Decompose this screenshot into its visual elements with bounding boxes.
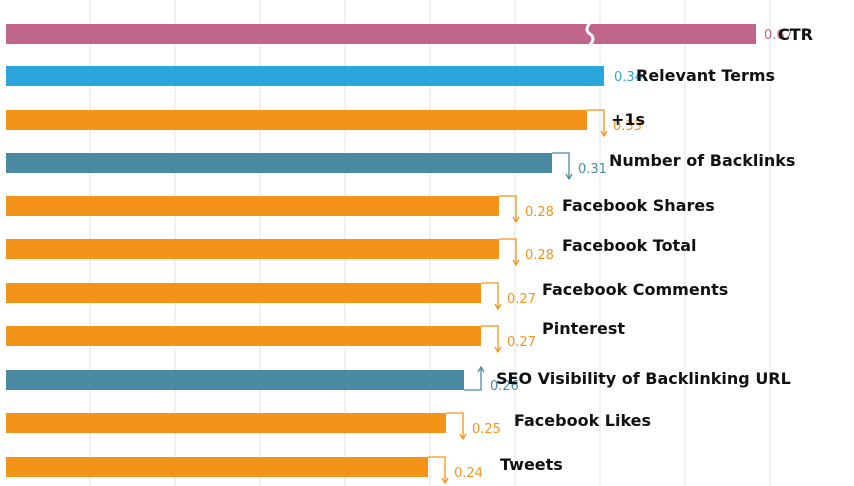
trend-connector <box>481 325 499 351</box>
trend-connector <box>552 152 570 178</box>
bar-row: 0.27 Pinterest <box>6 319 625 354</box>
bar-row: 0.31 Number of Backlinks <box>6 151 795 181</box>
trend-connector <box>587 109 605 135</box>
trend-connector <box>499 195 517 221</box>
category-label: Facebook Comments <box>542 280 728 299</box>
trend-down-arrow <box>565 173 573 181</box>
bar-row: 0.27 Facebook Comments <box>6 280 728 311</box>
trend-down-arrow <box>600 130 608 138</box>
trend-connector <box>499 238 517 264</box>
data-label: 0.27 <box>507 292 536 307</box>
trend-connector <box>428 456 446 482</box>
data-label: 0.33 <box>613 119 642 134</box>
trend-down-arrow <box>459 433 467 441</box>
trend-down-arrow <box>512 259 520 267</box>
bar-row: 0.25 Facebook Likes <box>6 411 651 441</box>
bar <box>6 457 428 477</box>
bar <box>6 239 499 259</box>
bar <box>6 153 552 173</box>
trend-down-arrow <box>494 303 502 311</box>
trend-down-arrow <box>512 216 520 224</box>
bar-row: 0.24 Tweets <box>6 455 563 485</box>
category-label: +1s <box>611 110 645 129</box>
category-label: Facebook Total <box>562 236 696 255</box>
data-label: 0.31 <box>578 162 607 177</box>
category-label: Number of Backlinks <box>609 151 795 170</box>
bar <box>6 66 604 86</box>
trend-down-arrow <box>441 477 449 485</box>
trend-up-arrow <box>477 365 485 373</box>
data-label: 0.34 <box>614 70 643 85</box>
category-label: CTR <box>778 25 813 44</box>
data-label: 0.25 <box>472 422 501 437</box>
data-label: 0.24 <box>454 466 483 481</box>
bar <box>6 370 464 390</box>
data-label: 0.27 <box>507 335 536 350</box>
category-label: Facebook Likes <box>514 411 651 430</box>
bar <box>6 326 481 346</box>
data-label: 0.67 <box>764 28 793 43</box>
data-label: 0.28 <box>525 248 554 263</box>
bar <box>6 283 481 303</box>
trend-connector <box>481 282 499 308</box>
category-label: Pinterest <box>542 319 625 338</box>
bar <box>6 110 587 130</box>
bar <box>6 413 446 433</box>
data-label: 0.28 <box>525 205 554 220</box>
bar <box>6 24 756 44</box>
category-label: Tweets <box>500 455 563 474</box>
bar <box>6 196 499 216</box>
data-label: 0.26 <box>490 379 519 394</box>
category-label: Facebook Shares <box>562 196 715 215</box>
axis-break-mark <box>585 22 595 46</box>
trend-connector <box>446 412 464 438</box>
trend-down-arrow <box>494 346 502 354</box>
category-label: SEO Visibility of Backlinking URL <box>496 369 791 388</box>
category-label: Relevant Terms <box>636 66 775 85</box>
bar-row: 0.28 Facebook Shares <box>6 195 715 224</box>
bar-row: 0.28 Facebook Total <box>6 236 696 267</box>
bar-row: 0.33+1s <box>6 109 645 138</box>
trend-connector <box>464 368 482 391</box>
